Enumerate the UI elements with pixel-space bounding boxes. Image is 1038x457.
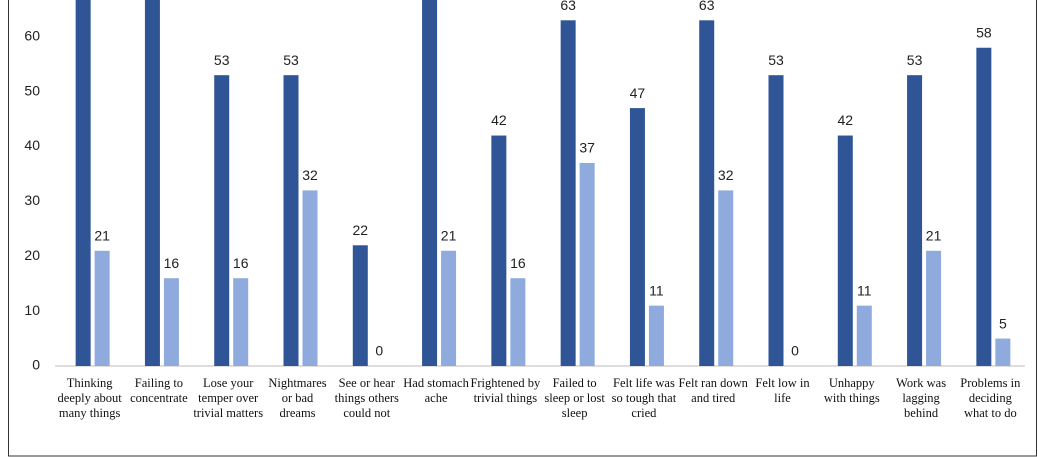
bar <box>579 162 595 366</box>
data-label: 63 <box>699 0 715 13</box>
bar <box>907 75 923 366</box>
bar <box>976 47 992 366</box>
data-label: 21 <box>926 227 942 243</box>
x-tick-label: Problems in deciding what to do <box>960 376 1021 420</box>
data-label: 11 <box>649 282 664 298</box>
y-tick-label: 0 <box>32 357 40 373</box>
x-tick-label: Work was lagging behind <box>896 376 947 420</box>
bar <box>94 250 110 366</box>
data-label: 0 <box>375 343 383 359</box>
bar <box>144 0 160 366</box>
data-label: 63 <box>560 0 576 13</box>
bar <box>352 245 368 366</box>
bar <box>163 278 179 366</box>
x-tick-label: Unhappy with things <box>823 376 880 405</box>
data-label: 21 <box>94 227 110 243</box>
data-label: 53 <box>283 52 299 68</box>
x-tick-label: Felt low in life <box>755 376 810 405</box>
frame <box>8 0 1037 457</box>
bar <box>648 305 664 366</box>
data-label: 53 <box>768 52 784 68</box>
x-tick-label: Failed to sleep or lost sleep <box>544 376 605 420</box>
data-label: 11 <box>857 282 872 298</box>
data-label: 21 <box>441 227 457 243</box>
y-tick-label: 40 <box>24 137 40 153</box>
x-tick-label: Felt ran down and tired <box>678 376 748 405</box>
bar <box>510 278 526 366</box>
data-label: 22 <box>352 222 368 238</box>
data-label: 5 <box>999 315 1007 331</box>
data-label: 42 <box>491 112 507 128</box>
bar <box>214 75 230 366</box>
x-tick-label: Had stomach ache <box>403 376 469 405</box>
bar <box>75 0 91 366</box>
bar <box>718 190 734 366</box>
x-tick-label: Felt life was so tough that cried <box>611 376 677 420</box>
data-label: 0 <box>791 343 799 359</box>
data-label: 53 <box>214 52 230 68</box>
bar <box>926 250 942 366</box>
bar <box>491 135 507 366</box>
bar <box>995 338 1011 366</box>
x-tick-label: Lose your temper over trivial matters <box>193 376 264 420</box>
y-tick-label: 60 <box>24 27 40 43</box>
y-tick-label: 10 <box>24 302 40 318</box>
bar <box>629 108 645 367</box>
bar <box>441 250 457 366</box>
bar <box>233 278 249 366</box>
data-label: 37 <box>579 140 595 156</box>
bar <box>560 20 576 366</box>
x-tick-label: Frightened by trivial things <box>470 376 541 405</box>
bar <box>302 190 318 366</box>
data-label: 32 <box>302 167 318 183</box>
bar <box>768 75 784 366</box>
bar <box>283 75 299 366</box>
data-label: 16 <box>233 255 249 271</box>
bar <box>422 0 438 366</box>
bar <box>837 135 853 366</box>
data-label: 53 <box>907 52 923 68</box>
data-label: 58 <box>976 24 992 40</box>
x-tick-label: Thinking deeply about many things <box>57 376 122 420</box>
data-label: 32 <box>718 167 734 183</box>
x-tick-label: Failing to concentrate <box>130 376 188 405</box>
bar <box>856 305 872 366</box>
data-label: 16 <box>510 255 526 271</box>
y-tick-label: 50 <box>24 82 40 98</box>
bar <box>699 20 715 366</box>
x-tick-label: See or hear things others could not <box>334 376 399 420</box>
data-label: 42 <box>837 112 853 128</box>
data-label: 47 <box>630 85 646 101</box>
y-tick-label: 30 <box>24 192 40 208</box>
x-tick-label: Nightmares or bad dreams <box>268 376 327 420</box>
y-tick-label: 20 <box>24 247 40 263</box>
data-label: 16 <box>164 255 180 271</box>
